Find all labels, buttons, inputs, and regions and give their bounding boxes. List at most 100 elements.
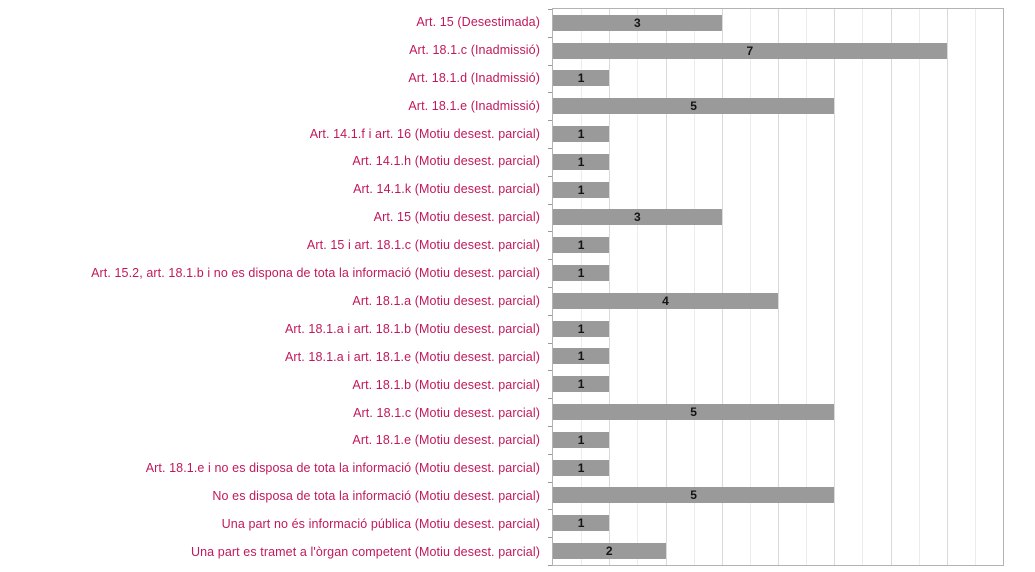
- bar-row: 1: [553, 120, 1003, 148]
- bar: 4: [553, 292, 778, 309]
- gridline: [609, 9, 611, 565]
- bar-value-label: 1: [577, 71, 585, 86]
- gridline: [862, 9, 864, 565]
- bar: 1: [553, 181, 610, 198]
- bar: 1: [553, 237, 610, 254]
- y-axis-tick: [548, 482, 552, 483]
- gridline: [665, 9, 667, 565]
- bar: 1: [553, 515, 610, 532]
- bar-value-label: 5: [690, 405, 697, 420]
- bar-value-label: 5: [690, 99, 697, 114]
- category-label: Art. 18.1.d (Inadmissió): [408, 70, 540, 85]
- bar-value-label: 1: [577, 182, 585, 197]
- bar: 5: [553, 404, 835, 421]
- gridline: [778, 9, 779, 565]
- category-label: Art. 18.1.e (Motiu desest. parcial): [352, 433, 540, 448]
- category-label: Art. 15 (Motiu desest. parcial): [373, 210, 540, 225]
- bar-row: 3: [553, 9, 1003, 37]
- gridline: [581, 9, 583, 565]
- gridline: [693, 9, 695, 565]
- y-axis-tick: [548, 176, 552, 177]
- category-label: Art. 15 i art. 18.1.c (Motiu desest. par…: [306, 238, 540, 253]
- bar: 1: [553, 320, 610, 337]
- category-axis: Art. 15 (Desestimada) Art. 18.1.c (Inadmi…: [0, 8, 546, 566]
- bar-row: 5: [553, 398, 1003, 426]
- y-axis-tick: [548, 259, 552, 260]
- category-label: Art. 14.1.k (Motiu desest. parcial): [353, 182, 540, 197]
- bar: 3: [553, 14, 722, 31]
- y-axis-tick: [548, 343, 552, 344]
- plot-area: 3 7 1 5 1 1 1 3 1 1 4 1 1 1 5 1 1 5 1 2: [548, 8, 1004, 566]
- gridline: [637, 9, 639, 565]
- bar: 1: [553, 431, 610, 448]
- bar: 1: [553, 70, 610, 87]
- category-label: Art. 18.1.c (Inadmissió): [409, 42, 540, 57]
- bar-row: 1: [553, 370, 1003, 398]
- bar-value-label: 2: [605, 544, 613, 559]
- y-axis-tick: [548, 65, 552, 66]
- bar-value-label: 1: [577, 432, 585, 447]
- bar: 2: [553, 543, 666, 560]
- category-label: No es disposa de tota la informació (Mot…: [212, 489, 540, 504]
- y-axis-tick: [548, 315, 552, 316]
- bar-row: 2: [553, 537, 1003, 565]
- bar-value-label: 1: [577, 349, 585, 364]
- bar-row: 1: [553, 454, 1003, 482]
- y-axis-tick: [548, 370, 552, 371]
- y-axis-tick: [548, 509, 552, 510]
- bar-row: 1: [553, 509, 1003, 537]
- bar-value-label: 1: [577, 460, 585, 475]
- bar-value-label: 3: [634, 210, 641, 225]
- category-label: Una part es tramet a l'òrgan competent (…: [190, 545, 540, 560]
- bar: 1: [553, 126, 610, 143]
- bar: 1: [553, 348, 610, 365]
- bar: 1: [553, 265, 610, 282]
- bar-row: 7: [553, 37, 1003, 65]
- category-label: Art. 14.1.f i art. 16 (Motiu desest. par…: [309, 126, 540, 141]
- gridline: [834, 9, 836, 565]
- category-label: Art. 18.1.a (Motiu desest. parcial): [352, 293, 540, 308]
- bar-value-label: 1: [577, 516, 585, 531]
- gridline: [974, 9, 976, 565]
- category-label: Art. 18.1.a i art. 18.1.e (Motiu desest.…: [284, 349, 540, 364]
- bar-value-label: 1: [577, 377, 585, 392]
- category-label: Art. 18.1.a i art. 18.1.b (Motiu desest.…: [284, 321, 540, 336]
- y-axis-tick: [548, 537, 552, 538]
- category-label: Art. 14.1.h (Motiu desest. parcial): [352, 154, 540, 169]
- category-label: Art. 15.2, art. 18.1.b i no es dispona d…: [91, 266, 540, 281]
- gridline: [749, 9, 751, 565]
- category-label: Art. 18.1.e i no es disposa de tota la i…: [145, 461, 540, 476]
- gridline: [890, 9, 892, 565]
- bar-row: 1: [553, 259, 1003, 287]
- y-axis-tick: [548, 398, 552, 399]
- bar: 1: [553, 376, 610, 393]
- y-axis-tick: [548, 565, 552, 566]
- bar-row: 1: [553, 148, 1003, 176]
- bar-value-label: 4: [662, 293, 669, 308]
- bar-value-label: 1: [577, 321, 585, 336]
- gridline: [721, 9, 723, 565]
- bar: 5: [553, 98, 835, 115]
- bar: 5: [553, 487, 835, 504]
- y-axis-tick: [548, 426, 552, 427]
- bar-value-label: 1: [577, 127, 585, 142]
- y-axis-tick: [548, 231, 552, 232]
- bar-row: 1: [553, 176, 1003, 204]
- bar-row: 4: [553, 287, 1003, 315]
- bar: 3: [553, 209, 722, 226]
- bars-layer: 3 7 1 5 1 1 1 3 1 1 4 1 1 1 5 1 1 5 1 2: [553, 9, 1003, 565]
- gridlines-layer: [553, 9, 1003, 565]
- y-axis-tick: [548, 204, 552, 205]
- bar-row: 5: [553, 92, 1003, 120]
- bar-value-label: 3: [634, 15, 641, 30]
- bar-value-label: 1: [577, 154, 585, 169]
- gridline: [946, 9, 948, 565]
- bar-row: 1: [553, 315, 1003, 343]
- bar-value-label: 7: [746, 43, 754, 58]
- category-label: Art. 18.1.e (Inadmissió): [408, 98, 540, 113]
- bar: 1: [553, 459, 610, 476]
- bar-row: 1: [553, 231, 1003, 259]
- bar-value-label: 1: [577, 266, 585, 281]
- bar-row: 1: [553, 426, 1003, 454]
